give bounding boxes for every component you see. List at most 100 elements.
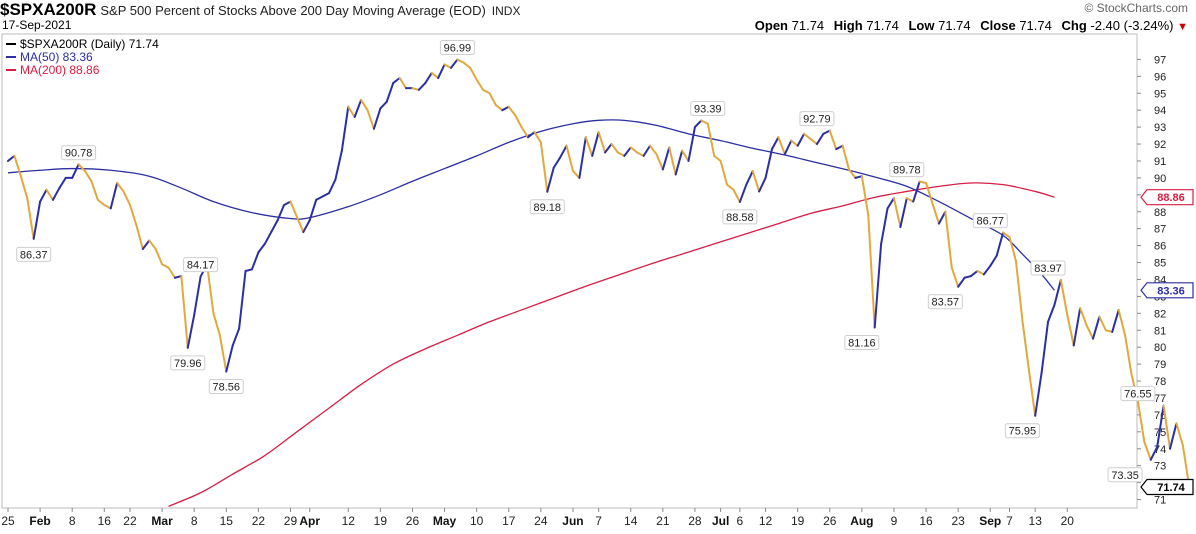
y-tick-label: 97 xyxy=(1154,54,1166,66)
x-tick-label: Aug xyxy=(850,514,873,528)
price-segment xyxy=(411,87,420,91)
price-segment xyxy=(379,100,388,110)
exchange-label: INDX xyxy=(491,4,521,18)
price-segment xyxy=(1027,368,1037,417)
price-segment xyxy=(822,129,831,135)
y-tick-label: 79 xyxy=(1154,359,1166,371)
price-segment xyxy=(1104,329,1114,333)
value-callout: 89.78 xyxy=(893,165,921,177)
value-callout: 79.96 xyxy=(174,358,202,370)
price-segment xyxy=(1098,315,1107,332)
price-segment xyxy=(610,143,619,154)
price-segment xyxy=(45,188,54,201)
price-segment xyxy=(32,200,42,240)
y-tick-label: 81 xyxy=(1154,325,1166,337)
value-callout: 86.77 xyxy=(976,216,1004,228)
value-tag-box xyxy=(1140,189,1194,206)
price-segment xyxy=(398,77,408,90)
price-segment xyxy=(828,129,838,151)
y-tick-label: 86 xyxy=(1154,241,1166,253)
price-segment xyxy=(931,202,940,225)
price-segment xyxy=(462,61,472,69)
price-segment xyxy=(218,334,228,373)
x-tick-label: 7 xyxy=(595,514,602,528)
price-segment xyxy=(950,266,960,288)
price-segment xyxy=(501,105,510,112)
value-callout: 84.17 xyxy=(187,260,215,272)
low-value: 71.74 xyxy=(938,18,971,33)
price-segment xyxy=(1149,446,1159,461)
price-segment xyxy=(777,136,786,156)
price-segment xyxy=(1072,307,1082,347)
x-tick-label: 23 xyxy=(951,514,965,528)
value-callout-box xyxy=(844,335,880,351)
x-tick-label: 19 xyxy=(791,514,805,528)
price-segment xyxy=(674,149,684,176)
price-segment xyxy=(976,270,985,276)
price-segment xyxy=(886,197,895,210)
price-segment xyxy=(7,154,16,162)
price-segment xyxy=(726,183,735,191)
ohlc-readout: Open 71.74 High 71.74 Low 71.74 Close 71… xyxy=(755,18,1188,33)
price-segment xyxy=(1002,231,1011,239)
price-segment xyxy=(103,203,112,210)
price-segment xyxy=(1053,278,1062,306)
price-segment xyxy=(616,151,626,157)
price-segment xyxy=(732,188,741,203)
price-segment xyxy=(848,168,857,179)
x-tick-label: 6 xyxy=(737,514,744,528)
price-segment xyxy=(1079,307,1088,327)
price-segment xyxy=(263,231,273,245)
price-segment xyxy=(1091,315,1101,340)
x-tick-label: 16 xyxy=(919,514,933,528)
price-segment xyxy=(1066,314,1075,347)
price-segment xyxy=(597,131,607,154)
x-tick-label: 26 xyxy=(406,514,420,528)
price-segment xyxy=(128,203,138,227)
price-segment xyxy=(154,247,164,266)
high-label: High xyxy=(833,18,863,33)
value-callout: 81.16 xyxy=(848,338,876,350)
price-segment xyxy=(77,163,87,173)
price-segment xyxy=(815,132,825,146)
x-tick-label: 8 xyxy=(69,514,76,528)
value-callout-box xyxy=(889,162,925,178)
price-segment xyxy=(135,224,144,250)
chart-header: $SPXA200R S&P 500 Percent of Stocks Above… xyxy=(0,0,1196,34)
x-tick-label: 16 xyxy=(98,514,112,528)
x-tick-label: 29 xyxy=(284,514,298,528)
price-segment xyxy=(584,136,594,157)
price-segment xyxy=(565,144,574,173)
price-segment xyxy=(1124,334,1133,376)
price-segment xyxy=(1040,320,1050,374)
price-segment xyxy=(1117,308,1127,337)
chart-date: 17-Sep-2021 xyxy=(2,18,72,32)
value-callout: 92.79 xyxy=(803,114,831,126)
price-segment xyxy=(1059,278,1069,317)
price-segment xyxy=(1162,404,1172,450)
y-tick-label: 91 xyxy=(1154,156,1166,168)
value-callout-box xyxy=(799,111,835,127)
value-callout: 93.39 xyxy=(694,104,722,116)
price-segment xyxy=(1169,422,1178,450)
value-callout: 88.58 xyxy=(726,212,754,224)
price-segment xyxy=(925,181,934,205)
price-segment xyxy=(231,327,241,347)
y-tick-label: 82 xyxy=(1154,308,1166,320)
price-segment xyxy=(918,180,928,184)
price-segment xyxy=(604,143,613,154)
y-tick-label: 80 xyxy=(1154,342,1166,354)
value-callout-box xyxy=(1120,386,1156,402)
price-segment xyxy=(636,151,645,157)
price-segment xyxy=(783,139,793,156)
price-segment xyxy=(681,149,690,162)
price-segment xyxy=(449,58,459,69)
price-segment xyxy=(430,71,440,80)
value-callout-box xyxy=(529,199,565,215)
y-tick-label: 87 xyxy=(1154,224,1166,236)
chg-label: Chg xyxy=(1061,18,1087,33)
value-callout: 90.78 xyxy=(65,148,93,160)
x-tick-label: Feb xyxy=(29,514,50,528)
price-segment xyxy=(892,197,902,228)
y-tick-label: 77 xyxy=(1154,393,1166,405)
